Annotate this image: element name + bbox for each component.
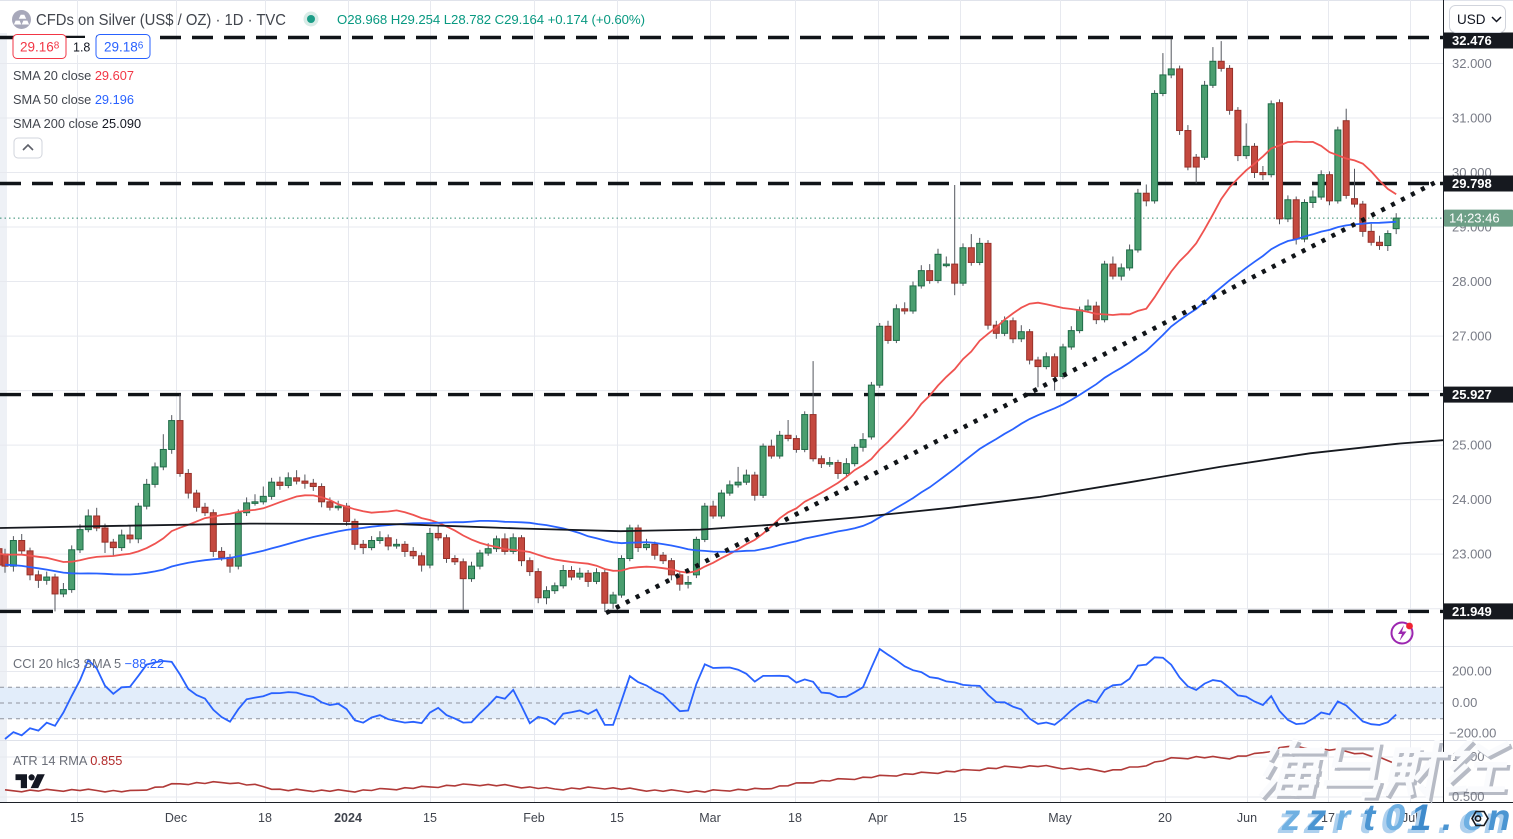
svg-text:USD: USD: [1457, 12, 1486, 27]
svg-text:May: May: [1048, 811, 1072, 825]
svg-text:0: 0: [1381, 800, 1402, 834]
svg-text:−200.00: −200.00: [1449, 726, 1496, 741]
svg-text:200.00: 200.00: [1452, 664, 1492, 679]
svg-text:20: 20: [1158, 811, 1172, 825]
svg-text:24.000: 24.000: [1452, 492, 1492, 507]
svg-text:2024: 2024: [334, 811, 362, 825]
svg-text:c: c: [1459, 800, 1480, 834]
svg-text:.: .: [1442, 797, 1452, 834]
svg-text:CCI 20 hlc3 SMA 5 −88.22: CCI 20 hlc3 SMA 5 −88.22: [13, 656, 164, 671]
svg-text:15: 15: [610, 811, 624, 825]
svg-text:t: t: [1363, 797, 1377, 834]
svg-text:n: n: [1484, 800, 1507, 834]
svg-text:29.186: 29.186: [104, 40, 144, 55]
svg-text:15: 15: [423, 811, 437, 825]
svg-text:Apr: Apr: [868, 811, 887, 825]
svg-text:z: z: [1277, 800, 1297, 834]
svg-text:21.949: 21.949: [1452, 604, 1492, 619]
svg-text:ATR 14 RMA 0.855: ATR 14 RMA 0.855: [13, 753, 122, 768]
svg-text:O28.968 H29.254 L28.782 C29: O28.968 H29.254 L28.782 C29.164 +0.174 (…: [337, 12, 645, 27]
svg-text:31.000: 31.000: [1452, 111, 1492, 126]
svg-text:Feb: Feb: [523, 811, 545, 825]
svg-text:0: 0: [1385, 797, 1406, 834]
svg-text:29.798: 29.798: [1452, 176, 1492, 191]
svg-text:t: t: [1359, 800, 1373, 834]
svg-text:29.168: 29.168: [20, 40, 60, 55]
svg-text:1.8: 1.8: [73, 41, 90, 55]
svg-text:SMA 20 close 29.607: SMA 20 close 29.607: [13, 68, 134, 83]
svg-text:14:23:46: 14:23:46: [1449, 211, 1500, 226]
svg-text:Mar: Mar: [699, 811, 721, 825]
svg-text:28.000: 28.000: [1452, 274, 1492, 289]
svg-text:r: r: [1336, 797, 1353, 834]
svg-text:z: z: [1307, 797, 1327, 834]
svg-text:15: 15: [953, 811, 967, 825]
svg-text:18: 18: [258, 811, 272, 825]
svg-text:1: 1: [1407, 800, 1428, 834]
svg-text:17: 17: [1321, 811, 1335, 825]
svg-text:r: r: [1332, 800, 1349, 834]
svg-text:SMA 200 close 25.090: SMA 200 close 25.090: [13, 116, 141, 131]
svg-text:0.500: 0.500: [1452, 789, 1485, 804]
svg-text:18: 18: [788, 811, 802, 825]
svg-text:25.000: 25.000: [1452, 438, 1492, 453]
svg-text:Jul: Jul: [1402, 811, 1418, 825]
svg-text:CFDs on Silver (US$ / OZ) · 1D: CFDs on Silver (US$ / OZ) · 1D · TVC: [36, 12, 286, 29]
svg-text:15: 15: [70, 811, 84, 825]
svg-text:Dec: Dec: [165, 811, 187, 825]
svg-text:25.927: 25.927: [1452, 387, 1492, 402]
svg-text:32.476: 32.476: [1452, 33, 1492, 48]
svg-text:z: z: [1303, 800, 1323, 834]
svg-text:32.000: 32.000: [1452, 56, 1492, 71]
svg-text:0.00: 0.00: [1452, 695, 1477, 710]
svg-text:27.000: 27.000: [1452, 329, 1492, 344]
svg-text:SMA 50 close 29.196: SMA 50 close 29.196: [13, 92, 134, 107]
svg-text:Jun: Jun: [1237, 811, 1257, 825]
svg-text:.: .: [1438, 800, 1448, 834]
svg-text:n: n: [1488, 797, 1511, 834]
svg-text:1: 1: [1411, 797, 1432, 834]
svg-text:23.000: 23.000: [1452, 547, 1492, 562]
svg-text:z: z: [1281, 797, 1301, 834]
